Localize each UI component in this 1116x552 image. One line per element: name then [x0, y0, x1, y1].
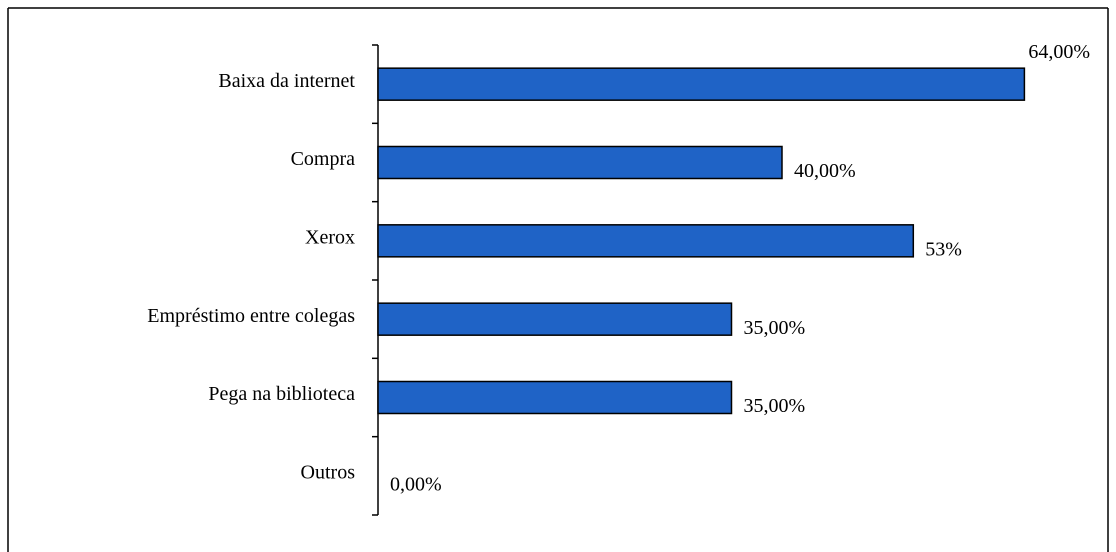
category-label: Pega na biblioteca — [208, 383, 355, 405]
value-label: 64,00% — [1028, 41, 1090, 63]
value-label: 35,00% — [744, 395, 806, 417]
bar — [377, 224, 915, 258]
bar — [377, 67, 1026, 101]
value-label: 0,00% — [390, 473, 442, 495]
category-label: Empréstimo entre colegas — [147, 305, 355, 327]
bar — [377, 145, 783, 180]
category-label: Xerox — [305, 226, 355, 248]
bar — [377, 302, 733, 336]
category-label: Outros — [301, 461, 356, 483]
category-label: Compra — [291, 148, 356, 170]
value-label: 35,00% — [744, 317, 806, 339]
value-label: 53% — [925, 238, 962, 260]
category-label: Baixa da internet — [218, 70, 355, 92]
value-label: 40,00% — [794, 160, 856, 182]
bar — [377, 380, 733, 415]
